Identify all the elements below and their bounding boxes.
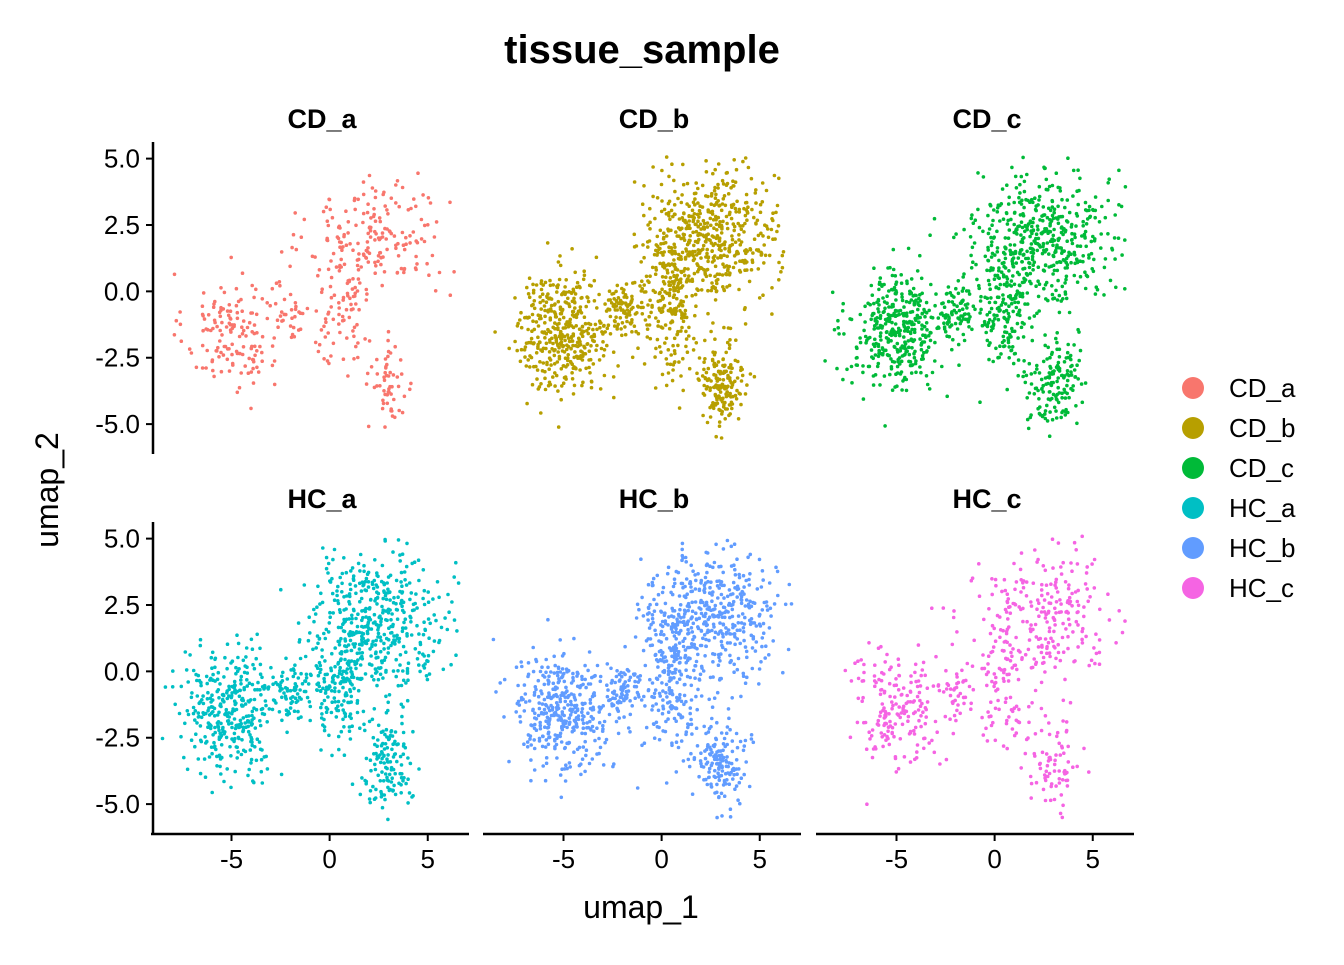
data-points <box>160 537 461 822</box>
y-axis: 5.0 2.5 0.0 -2.5 -5.0 <box>95 522 155 834</box>
y-tick-label: -5.0 <box>95 789 140 819</box>
point-cloud-HC_a <box>160 537 461 822</box>
facet-panel-HC_a: HC_a 5.0 2.5 0.0 -2.5 -5.0 -5 0 5 <box>95 484 469 874</box>
y-tick-label: 2.5 <box>104 210 140 240</box>
y-tick-label: 0.0 <box>104 656 140 686</box>
point-cloud-HC_b <box>491 538 794 820</box>
x-tick-label: 0 <box>322 844 336 874</box>
x-tick-label: 5 <box>421 844 435 874</box>
data-points <box>172 171 456 429</box>
y-tick-label: -5.0 <box>95 409 140 439</box>
y-tick-label: 0.0 <box>104 276 140 306</box>
facet-panel-CD_a: CD_a 5.0 2.5 0.0 -2.5 -5.0 <box>95 104 456 454</box>
legend: CD_a CD_b CD_c HC_a HC_b HC_c <box>1182 373 1296 603</box>
x-tick-label: 5 <box>1086 844 1100 874</box>
y-tick-label: -2.5 <box>95 723 140 753</box>
y-tick-label: 5.0 <box>104 144 140 174</box>
facet-panel-CD_b: CD_b <box>493 104 786 440</box>
legend-item: HC_a <box>1182 493 1296 523</box>
legend-label: CD_c <box>1229 453 1294 483</box>
y-tick-label: 2.5 <box>104 590 140 620</box>
legend-item: CD_b <box>1182 413 1295 443</box>
facet-title: HC_a <box>287 484 357 514</box>
legend-item: CD_a <box>1182 373 1296 403</box>
x-tick-label: 5 <box>753 844 767 874</box>
x-tick-label: -5 <box>552 844 575 874</box>
x-tick-label: 0 <box>654 844 668 874</box>
y-tick-label: 5.0 <box>104 524 140 554</box>
x-tick-label: 0 <box>987 844 1001 874</box>
facet-title: HC_c <box>952 484 1021 514</box>
legend-swatch <box>1182 457 1204 479</box>
legend-label: HC_c <box>1229 573 1294 603</box>
facet-title: HC_b <box>619 484 690 514</box>
legend-label: CD_a <box>1229 373 1296 403</box>
point-cloud-CD_b <box>493 155 786 440</box>
facet-title: CD_b <box>619 104 690 134</box>
legend-swatch <box>1182 537 1204 559</box>
x-tick-label: -5 <box>220 844 243 874</box>
chart-title: tissue_sample <box>504 28 780 72</box>
x-axis: -5 0 5 <box>816 832 1134 874</box>
y-axis-title: umap_2 <box>29 432 65 548</box>
facet-title: CD_a <box>287 104 357 134</box>
data-points <box>843 534 1127 820</box>
y-axis: 5.0 2.5 0.0 -2.5 -5.0 <box>95 142 155 454</box>
legend-label: HC_a <box>1229 493 1296 523</box>
facet-panels: CD_a 5.0 2.5 0.0 -2.5 -5.0 CD_b CD_c HC_a 5.0 2.5 0… <box>95 104 1134 874</box>
x-axis: -5 0 5 <box>151 832 469 874</box>
legend-swatch <box>1182 417 1204 439</box>
legend-label: CD_b <box>1229 413 1295 443</box>
legend-swatch <box>1182 377 1204 399</box>
y-axis-title-group: umap_2 <box>29 432 65 548</box>
facet-title: CD_c <box>952 104 1021 134</box>
x-axis-title: umap_1 <box>583 889 699 925</box>
point-cloud-CD_a <box>172 171 456 429</box>
facet-panel-HC_b: HC_b -5 0 5 <box>483 484 801 874</box>
facet-panel-CD_c: CD_c <box>823 104 1128 439</box>
legend-swatch <box>1182 497 1204 519</box>
legend-item: HC_b <box>1182 533 1295 563</box>
point-cloud-CD_c <box>823 155 1128 439</box>
data-points <box>493 155 786 440</box>
data-points <box>823 155 1128 439</box>
facet-panel-HC_c: HC_c -5 0 5 <box>816 484 1134 874</box>
legend-label: HC_b <box>1229 533 1295 563</box>
point-cloud-HC_c <box>843 534 1127 820</box>
x-axis: -5 0 5 <box>483 832 801 874</box>
legend-item: CD_c <box>1182 453 1294 483</box>
x-tick-label: -5 <box>885 844 908 874</box>
data-points <box>491 538 794 820</box>
y-tick-label: -2.5 <box>95 343 140 373</box>
legend-item: HC_c <box>1182 573 1294 603</box>
legend-swatch <box>1182 577 1204 599</box>
